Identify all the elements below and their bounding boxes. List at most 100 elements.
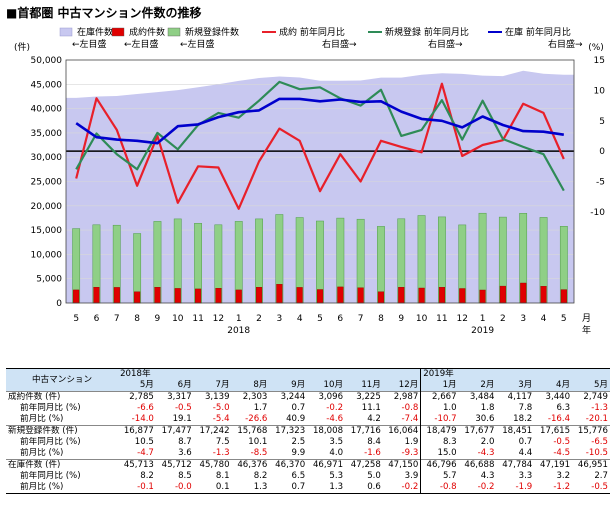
table-row-label: 前月比 (%) bbox=[20, 414, 64, 424]
table-header-month: 7月 bbox=[193, 380, 232, 392]
bar-new-listings bbox=[478, 212, 487, 304]
bar-contracts bbox=[418, 287, 425, 304]
legend-swatch bbox=[111, 27, 125, 37]
table-cell: 8.2 bbox=[140, 471, 154, 481]
table-cell: 0.7 bbox=[291, 403, 306, 413]
table-cell: 17,615 bbox=[534, 425, 573, 437]
legend-label: 在庫 前年同月比 bbox=[505, 26, 571, 38]
table-cell: -4.3 bbox=[477, 448, 495, 458]
table-cell: 4.3 bbox=[480, 471, 495, 481]
table-cell: 17,323 bbox=[269, 425, 308, 437]
table-row: 前年同月比 (%) 8.2 8.5 8.1 8.2 6.5 5.3 5.0 3.9 5.7 4.3 3… bbox=[6, 471, 610, 482]
table-cell: 3.2 bbox=[556, 471, 571, 481]
bar-contracts bbox=[256, 287, 263, 304]
series-inventory-area bbox=[66, 70, 574, 303]
table-cell: -0.8 bbox=[420, 482, 459, 494]
table-cell: 1.3 bbox=[307, 482, 346, 494]
table-cell: 2.0 bbox=[480, 437, 495, 447]
x-tick-label: 2 bbox=[500, 314, 506, 324]
table-cell: 10.5 bbox=[134, 437, 154, 447]
table-cell: 3,317 bbox=[155, 391, 194, 403]
table-header-month: 9月 bbox=[269, 380, 308, 392]
table-cell: -1.3 bbox=[591, 403, 608, 413]
y-right-tick-label: 5 bbox=[599, 117, 605, 127]
table-cell: 1.0 bbox=[420, 403, 459, 414]
legend-note: ←左目盛 bbox=[180, 38, 215, 50]
table-row: 前月比 (%) -4.7 3.6 -1.3 -8.5 9.9 4.0 -1.6 -9.3 15.0… bbox=[6, 448, 610, 460]
bar-contracts bbox=[215, 288, 222, 304]
x-year-suffix: 年 bbox=[582, 324, 591, 336]
table-cell: 47,784 bbox=[496, 459, 535, 471]
table-cell: 1.7 bbox=[253, 403, 268, 413]
table-cell: 46,951 bbox=[572, 459, 610, 471]
table-header-month: 11月 bbox=[345, 380, 383, 392]
table-row: 前月比 (%) -14.0 19.1 -5.4 -26.6 40.9 -4.6 4.2 -7.4… bbox=[6, 414, 610, 426]
table-cell: 6.5 bbox=[291, 471, 306, 481]
table-cell: 17,242 bbox=[193, 425, 232, 437]
bar-contracts bbox=[276, 284, 283, 304]
table-cell: 15,768 bbox=[231, 425, 270, 437]
table-cell: 10.1 bbox=[248, 437, 268, 447]
table-cell: -6.6 bbox=[137, 403, 154, 413]
bar-contracts bbox=[337, 286, 344, 304]
table-cell: 2,987 bbox=[382, 391, 421, 403]
table-cell: 5.0 bbox=[367, 471, 381, 481]
legend-label: 成約件数 bbox=[129, 26, 165, 38]
table-cell: 4.0 bbox=[329, 448, 344, 458]
x-tick-label: 9 bbox=[398, 314, 404, 324]
legend-label: 成約 前年同月比 bbox=[279, 26, 345, 38]
bar-contracts bbox=[93, 287, 100, 304]
data-table: 中古マンション 2018年 2019年 5月 6月 7月 8月 9月 10月 11月 12月 1月 2月… bbox=[6, 368, 610, 494]
table-cell: -20.1 bbox=[585, 414, 608, 424]
table-row: 新規登録件数 (件) 16,877 17,477 17,242 15,768 17,323… bbox=[6, 425, 610, 437]
bar-contracts bbox=[499, 285, 506, 304]
x-year-label: 2019 bbox=[471, 326, 494, 336]
table-cell: -4.5 bbox=[553, 448, 571, 458]
table-cell: 2,749 bbox=[572, 391, 610, 403]
y-left-tick-label: 40,000 bbox=[31, 105, 63, 115]
table-header-month: 1月 bbox=[420, 380, 459, 392]
y-left-tick-label: 20,000 bbox=[31, 202, 63, 212]
table-cell: 46,370 bbox=[269, 459, 308, 471]
legend-label: 在庫件数 bbox=[77, 26, 113, 38]
legend-label: 新規登録件数 bbox=[185, 26, 239, 38]
x-tick-label: 11 bbox=[192, 314, 203, 324]
table-cell: 3,244 bbox=[269, 391, 308, 403]
table-cell: 17,716 bbox=[345, 425, 383, 437]
table-cell: 16,064 bbox=[382, 425, 421, 437]
table-cell: -4.6 bbox=[326, 414, 344, 424]
bar-contracts bbox=[398, 287, 405, 304]
legend-note: ←左目盛 bbox=[72, 38, 107, 50]
table-cell: 7.8 bbox=[518, 403, 533, 413]
legend-item: 新規登録件数←左目盛 bbox=[167, 26, 239, 50]
x-tick-label: 9 bbox=[155, 314, 161, 324]
table-cell: -0.1 bbox=[118, 482, 156, 494]
x-tick-label: 10 bbox=[416, 314, 428, 324]
table-row: 前年同月比 (%) 10.5 8.7 7.5 10.1 2.5 3.5 8.4 1.9 8.3 2.… bbox=[6, 437, 610, 448]
table-row-label: 在庫件数 (件) bbox=[6, 459, 119, 471]
table-cell: 18,008 bbox=[307, 425, 346, 437]
x-tick-label: 6 bbox=[94, 314, 100, 324]
table-cell: 3,440 bbox=[534, 391, 573, 403]
bar-contracts bbox=[317, 289, 324, 304]
legend-label: 新規登録 前年同月比 bbox=[385, 26, 469, 38]
x-tick-label: 8 bbox=[134, 314, 140, 324]
table-cell: -1.2 bbox=[534, 482, 573, 494]
table-header-year: 2019年 bbox=[420, 368, 610, 380]
y-left-tick-label: 30,000 bbox=[31, 153, 63, 163]
table-cell: -0.5 bbox=[572, 482, 610, 494]
table-row-label: 新規登録件数 (件) bbox=[6, 425, 119, 437]
table-cell: 2,785 bbox=[118, 391, 156, 403]
table-cell: -0.2 bbox=[458, 482, 497, 494]
bar-contracts bbox=[357, 287, 364, 304]
bar-contracts bbox=[194, 288, 202, 304]
housing-chart: 0 5,000 10,000 15,000 20,000 25,000 30,000 35,0… bbox=[14, 26, 605, 336]
table-cell: 1.8 bbox=[480, 403, 495, 413]
table-cell: 45,780 bbox=[193, 459, 232, 471]
table-row: 在庫件数 (件) 45,713 45,712 45,780 46,376 46,370 46… bbox=[6, 459, 610, 471]
y-left-tick-label: 25,000 bbox=[31, 178, 63, 188]
bar-contracts bbox=[235, 289, 242, 304]
y-left-tick-label: 45,000 bbox=[31, 80, 63, 90]
